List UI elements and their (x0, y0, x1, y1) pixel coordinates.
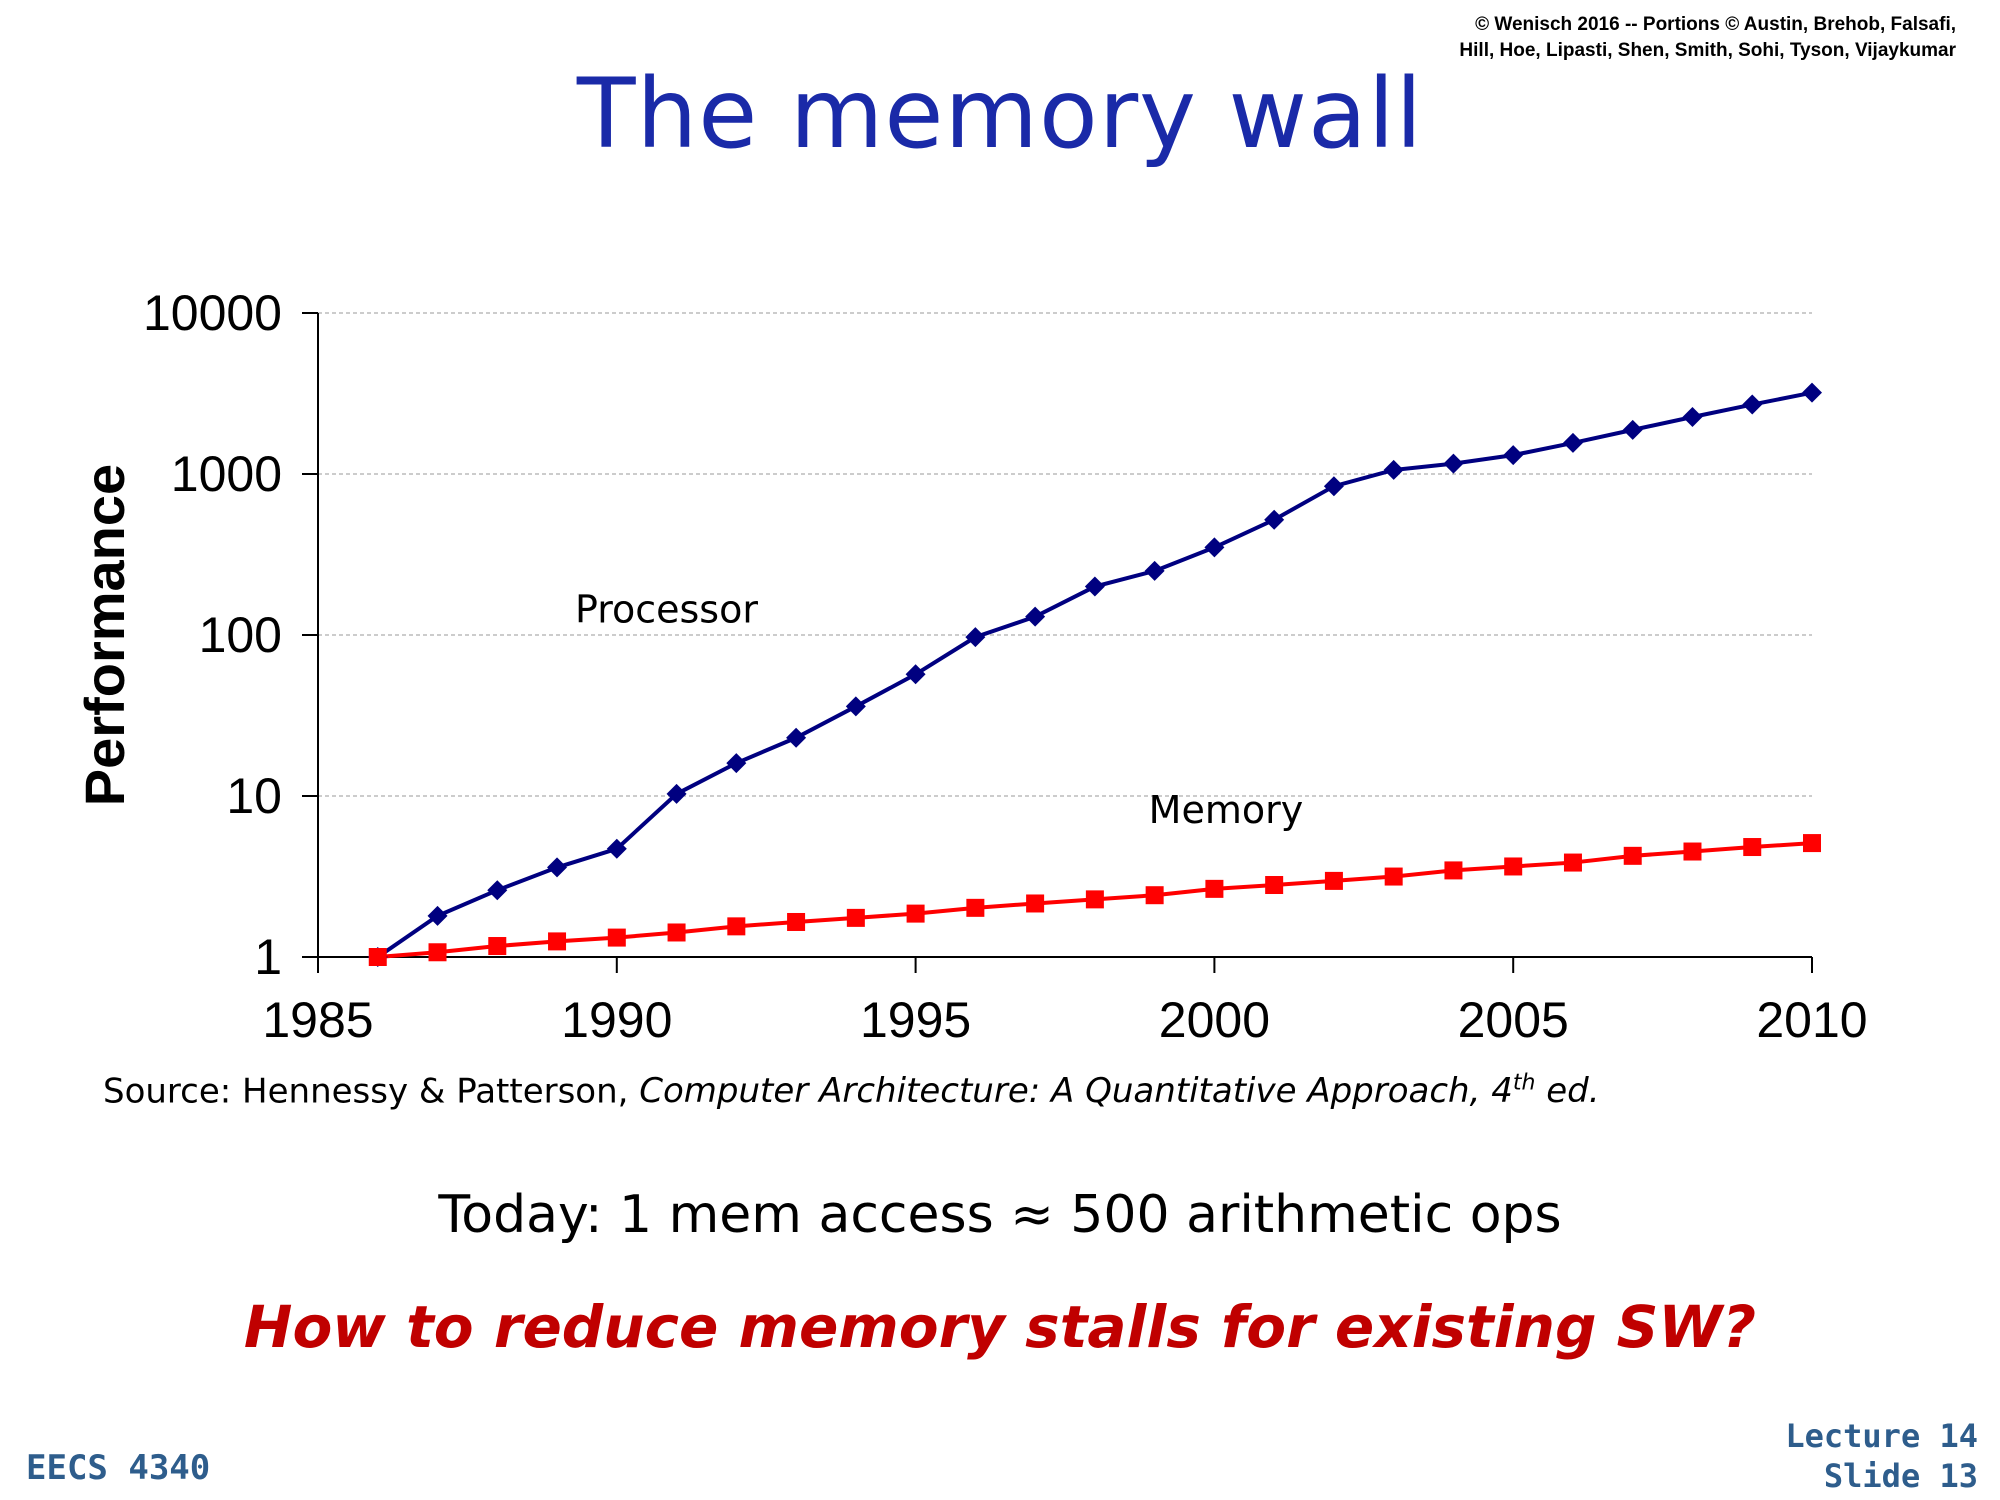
grid-lines (318, 312, 1812, 797)
memory-point (1205, 879, 1224, 898)
lecture-number: Lecture 14 (1785, 1417, 1978, 1455)
copyright-line-2: Hill, Hoe, Lipasti, Shen, Smith, Sohi, T… (1459, 40, 1956, 61)
processor-point (1204, 537, 1225, 558)
lecture-info: Lecture 14 Slide 13 (1785, 1416, 1978, 1496)
processor-point (1622, 419, 1643, 440)
source-edition-suffix: ed. (1535, 1071, 1600, 1112)
memory-point (1504, 857, 1523, 876)
processor-point (965, 627, 986, 648)
memory-point (1324, 871, 1343, 890)
y-tick-label: 1 (254, 929, 282, 985)
processor-point (726, 753, 747, 774)
memory-point (1444, 861, 1463, 880)
memory-point (428, 943, 447, 962)
y-tick-label: 1000 (171, 446, 282, 502)
source-prefix: Source: Hennessy & Patterson, (103, 1071, 640, 1112)
memory-point (906, 904, 925, 923)
memory-point (488, 937, 507, 956)
memory-point (1683, 842, 1702, 861)
memory-point (1085, 890, 1104, 909)
processor-series-label: Processor (575, 587, 758, 631)
memory-point (607, 928, 626, 947)
copyright-line-1: © Wenisch 2016 -- Portions © Austin, Bre… (1475, 14, 1956, 35)
memory-point (1803, 834, 1821, 853)
y-tick-label: 10000 (143, 285, 282, 341)
processor-point (1802, 382, 1822, 403)
source-citation: Source: Hennessy & Patterson, Computer A… (103, 1071, 1600, 1111)
memory-point (1743, 838, 1762, 857)
x-tick-label: 1995 (860, 992, 971, 1048)
processor-point (1742, 394, 1763, 415)
memory-point (368, 948, 387, 966)
processor-point (1443, 453, 1464, 474)
x-tick-label: 1990 (561, 992, 672, 1048)
memory-point (846, 908, 865, 927)
y-axis-label: Performance (73, 464, 136, 806)
question-statement: How to reduce memory stalls for existing… (243, 1293, 1757, 1361)
x-tick-labels: 1985 1990 1995 2000 2005 2010 (262, 992, 1867, 1048)
processor-point (1383, 459, 1404, 480)
slide-number: Slide 13 (1823, 1457, 1978, 1495)
processor-point (1503, 445, 1524, 466)
copyright-notice: © Wenisch 2016 -- Portions © Austin, Bre… (1459, 12, 1956, 64)
memory-point (667, 923, 686, 942)
processor-point (1682, 406, 1703, 427)
memory-point (1026, 894, 1045, 913)
processor-point (547, 857, 568, 878)
processor-point (1562, 432, 1583, 453)
series-lines (376, 390, 1813, 959)
memory-point (727, 917, 746, 936)
today-statement: Today: 1 mem access ≈ 500 arithmetic ops (438, 1185, 1562, 1245)
memory-series-label: Memory (1149, 788, 1304, 832)
slide-title: The memory wall (576, 58, 1424, 170)
memory-point (966, 898, 985, 917)
processor-point (1264, 509, 1285, 530)
x-tick-label: 2010 (1756, 992, 1867, 1048)
x-tick-label: 1985 (262, 992, 373, 1048)
memory-point (1623, 846, 1642, 865)
series-markers (367, 382, 1822, 967)
processor-point (905, 664, 926, 685)
processor-point (1323, 476, 1344, 497)
processor-point (487, 880, 508, 901)
x-tick-label: 2005 (1458, 992, 1569, 1048)
memory-point (1145, 886, 1164, 905)
processor-point (845, 696, 866, 717)
source-edition-sup: th (1512, 1071, 1536, 1096)
source-book-text: Computer Architecture: A Quantitative Ap… (639, 1071, 1513, 1112)
processor-point (427, 905, 448, 926)
processor-point (1025, 606, 1046, 627)
processor-point (666, 783, 687, 804)
x-tick-label: 2000 (1159, 992, 1270, 1048)
y-tick-label: 10 (226, 768, 282, 824)
memory-point (548, 932, 567, 951)
course-code: EECS 4340 (26, 1448, 211, 1488)
processor-point (606, 838, 627, 859)
processor-point (786, 727, 807, 748)
performance-chart: 1 10 100 1000 10000 1985 1990 1995 2000 2005 2010… (73, 285, 1868, 1048)
series-labels: Processor Memory (575, 587, 1303, 832)
processor-line (376, 390, 1813, 959)
chart-axes (302, 312, 1813, 973)
y-tick-labels: 1 10 100 1000 10000 (143, 285, 282, 985)
processor-point (1084, 576, 1105, 597)
y-tick-label: 100 (199, 607, 282, 663)
processor-point (1144, 560, 1165, 581)
source-book-title: Computer Architecture: A Quantitative Ap… (639, 1071, 1599, 1111)
memory-point (1265, 876, 1284, 895)
memory-point (787, 912, 806, 931)
memory-point (1384, 867, 1403, 886)
memory-point (1563, 853, 1582, 872)
